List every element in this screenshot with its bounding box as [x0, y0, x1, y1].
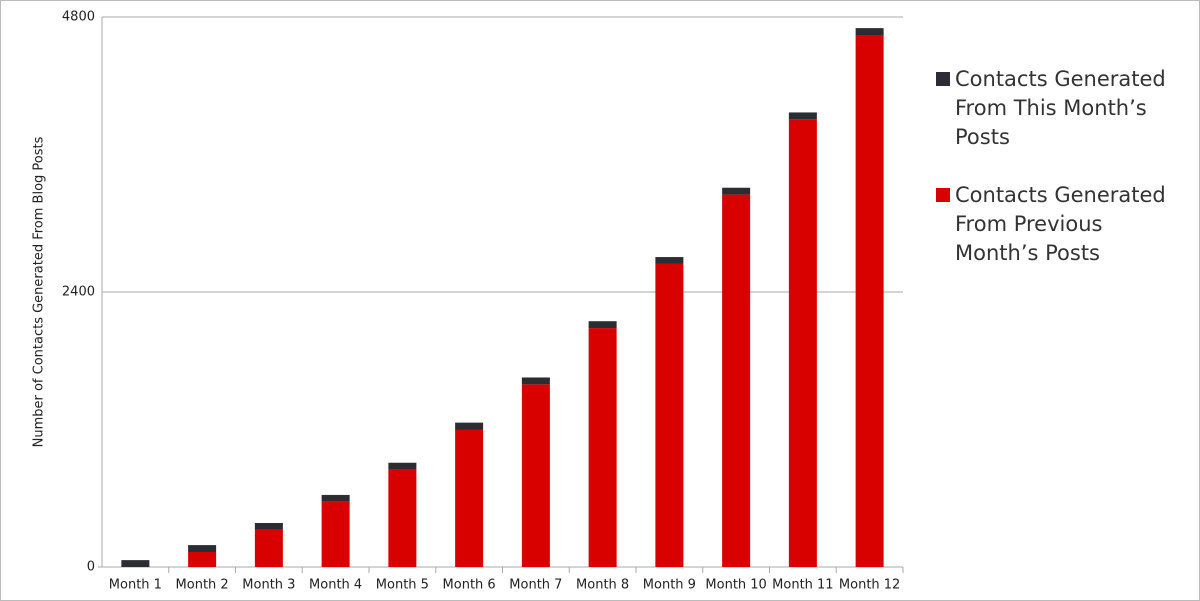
bar-segment: [254, 523, 283, 530]
bar-segment: [521, 377, 550, 385]
bar-segment: [855, 34, 884, 568]
x-tick-label: Month 6: [443, 578, 496, 593]
bar-segment: [588, 328, 617, 567]
bar-segment: [188, 551, 217, 567]
legend-swatch: [936, 72, 950, 86]
legend-item: Contacts Generated From This Month’s Pos…: [933, 65, 1183, 152]
x-tick-label: Month 2: [176, 578, 229, 593]
x-tick-label: Month 5: [376, 578, 429, 593]
bar-segment: [655, 257, 684, 264]
bar-segment: [188, 545, 217, 552]
bar-segment: [655, 263, 684, 567]
bar-segment: [254, 529, 283, 567]
y-axis-label: Number of Contacts Generated From Blog P…: [32, 136, 47, 447]
bar-segment: [455, 422, 484, 430]
bar-segment: [521, 384, 550, 567]
x-tick-label: Month 9: [643, 578, 696, 593]
plot: Number of Contacts Generated From Blog P…: [32, 10, 904, 593]
bar-segment: [455, 429, 484, 567]
bar-segment: [321, 494, 350, 502]
x-tick-label: Month 8: [576, 578, 629, 593]
x-tick-label: Month 1: [109, 578, 162, 593]
bar-segment: [722, 194, 751, 567]
y-tick-label: 2400: [62, 285, 95, 300]
bar-segment: [855, 28, 884, 35]
legend-label: Contacts Generated From This Month’s Pos…: [955, 67, 1166, 149]
legend-label: Contacts Generated From Previous Month’s…: [955, 183, 1166, 265]
bar-segment: [388, 469, 417, 567]
x-tick-label: Month 3: [242, 578, 295, 593]
x-tick-label: Month 10: [705, 578, 766, 593]
bar-segment: [321, 501, 350, 567]
x-tick-label: Month 4: [309, 578, 362, 593]
x-tick-label: Month 7: [509, 578, 562, 593]
bar-segment: [722, 187, 751, 195]
y-tick-label: 0: [87, 560, 95, 575]
bar-segment: [388, 462, 417, 470]
y-tick-label: 4800: [62, 10, 95, 25]
bar-segment: [121, 560, 150, 567]
x-tick-label: Month 12: [839, 578, 900, 593]
bar-segment: [788, 112, 817, 120]
legend: Contacts Generated From This Month’s Pos…: [933, 65, 1183, 297]
bar-segment: [588, 321, 617, 329]
bar-segment: [788, 119, 817, 568]
x-tick-label: Month 11: [772, 578, 833, 593]
legend-swatch: [936, 188, 950, 202]
legend-item: Contacts Generated From Previous Month’s…: [933, 181, 1183, 268]
